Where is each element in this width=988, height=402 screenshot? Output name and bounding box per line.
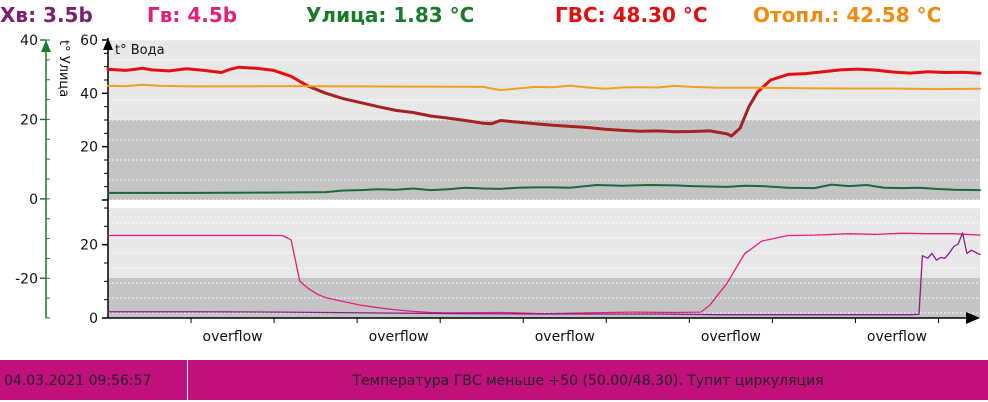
street-tick-label: 20	[20, 112, 38, 128]
series-street-line	[107, 183, 981, 194]
series-heating-line	[107, 83, 981, 92]
x-tick-label: overflow	[867, 329, 927, 345]
x-tick-label: overflow	[369, 329, 429, 345]
water-tick-label: 20	[80, 140, 98, 156]
street-temp-readout: Улица: 1.83 °C	[306, 3, 475, 27]
water-axis-ticks: 20 40 60	[80, 33, 108, 201]
street-tick-label: 0	[29, 192, 38, 208]
status-timestamp: 04.03.2021 09:56:57	[4, 360, 188, 400]
series-hot-water-pressure-line	[107, 232, 981, 315]
pressure-tick-label: 20	[80, 238, 98, 254]
series-layer	[106, 65, 982, 316]
status-bar: 04.03.2021 09:56:57 Температура ГВС мень…	[0, 360, 988, 400]
street-tick-label: -20	[15, 271, 38, 287]
series-gvs-recovery-line	[756, 67, 982, 94]
x-tick-label: overflow	[535, 329, 595, 345]
street-axis-ticks: -20 0 20 40	[15, 33, 50, 319]
gvs-temp-readout: ГВС: 48.30 °C	[555, 3, 708, 27]
water-tick-label: 60	[80, 33, 98, 49]
x-axis-arrow	[966, 312, 980, 324]
cold-water-readout: Хв: 3.5b	[0, 3, 93, 27]
status-message: Температура ГВС меньше +50 (50.00/48.30)…	[352, 373, 824, 389]
water-tick-label: 40	[80, 86, 98, 102]
x-tick-label: overflow	[203, 329, 263, 345]
water-axis-label: t° Вода	[115, 43, 165, 58]
x-tick-label: overflow	[701, 329, 761, 345]
heating-temp-readout: Отопл.: 42.58 °C	[753, 3, 942, 27]
x-axis-ticks: overflow overflow overflow overflow overflow	[190, 318, 939, 345]
pressure-axis-ticks: 0 20	[80, 207, 108, 327]
street-axis-label: t° Улица	[56, 40, 71, 97]
temp-panel-grid	[108, 39, 980, 201]
hot-water-readout: Гв: 4.5b	[147, 3, 238, 27]
street-tick-label: 40	[20, 33, 38, 49]
series-gvs-decline-line	[307, 84, 760, 138]
series-gvs-line	[106, 65, 311, 88]
street-axis-arrow	[41, 40, 51, 52]
pressure-tick-label: 0	[89, 311, 98, 327]
water-axis-arrow	[103, 38, 113, 50]
series-cold-water-pressure-line	[107, 232, 981, 316]
dashboard-chart: -20 0 20 40 t° Улица 20 40 60 t° Вода 0 20 ove…	[15, 33, 982, 345]
